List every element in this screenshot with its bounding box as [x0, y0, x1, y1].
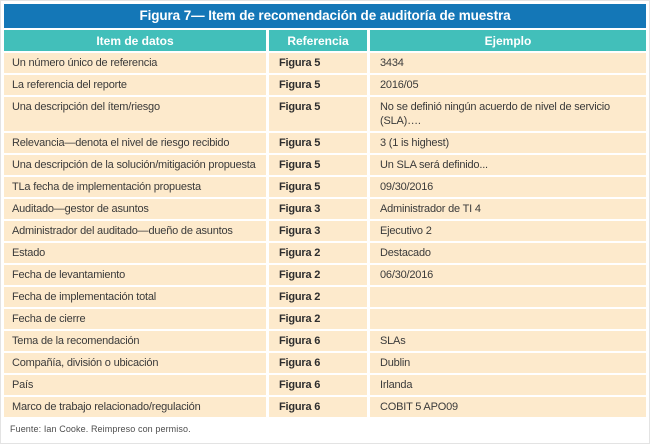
table-cell-example: [370, 309, 646, 329]
column-header-ejemplo: Ejemplo: [370, 30, 646, 51]
table-cell-ref: Figura 5: [269, 155, 367, 175]
table-cell-item: Una descripción del ítem/riesgo: [4, 97, 266, 131]
table-cell-item: Un número único de referencia: [4, 53, 266, 73]
table-cell-ref: Figura 5: [269, 133, 367, 153]
table-cell-item: Fecha de cierre: [4, 309, 266, 329]
table-cell-ref: Figura 6: [269, 397, 367, 417]
table-cell-example: 06/30/2016: [370, 265, 646, 285]
table-body: Un número único de referencia Figura 5 343…: [4, 53, 646, 417]
table-cell-example: 3434: [370, 53, 646, 73]
figure-title: Figura 7— Item de recomendación de audit…: [4, 4, 646, 28]
table-cell-ref: Figura 3: [269, 221, 367, 241]
table-cell-example: Dublin: [370, 353, 646, 373]
table-cell-example: 3 (1 is highest): [370, 133, 646, 153]
table-cell-ref: Figura 6: [269, 375, 367, 395]
table-cell-example: Un SLA será definido...: [370, 155, 646, 175]
table-cell-example: Ejecutivo 2: [370, 221, 646, 241]
table-cell-item: Fecha de levantamiento: [4, 265, 266, 285]
table-cell-example: Administrador de TI 4: [370, 199, 646, 219]
table-cell-item: Marco de trabajo relacionado/regulación: [4, 397, 266, 417]
table-cell-item: Fecha de implementación total: [4, 287, 266, 307]
table-cell-item: TLa fecha de implementación propuesta: [4, 177, 266, 197]
table-cell-item: Relevancia—denota el nivel de riesgo rec…: [4, 133, 266, 153]
table-cell-ref: Figura 2: [269, 287, 367, 307]
table-cell-ref: Figura 2: [269, 265, 367, 285]
table-cell-item: Tema de la recomendación: [4, 331, 266, 351]
table-cell-ref: Figura 6: [269, 353, 367, 373]
table-cell-item: Auditado—gestor de asuntos: [4, 199, 266, 219]
table-cell-item: Estado: [4, 243, 266, 263]
table-cell-example: COBIT 5 APO09: [370, 397, 646, 417]
table-cell-item: La referencia del reporte: [4, 75, 266, 95]
table-header-row: Item de datos Referencia Ejemplo: [4, 30, 646, 51]
table-cell-ref: Figura 5: [269, 53, 367, 73]
table-cell-example: Destacado: [370, 243, 646, 263]
table-cell-example: Irlanda: [370, 375, 646, 395]
table-cell-ref: Figura 5: [269, 75, 367, 95]
source-note: Fuente: Ian Cooke. Reimpreso con permiso…: [10, 424, 191, 434]
table-cell-ref: Figura 2: [269, 309, 367, 329]
table-cell-item: País: [4, 375, 266, 395]
column-header-item-de-datos: Item de datos: [4, 30, 266, 51]
table-cell-ref: Figura 5: [269, 97, 367, 131]
table-cell-example: 09/30/2016: [370, 177, 646, 197]
table-cell-example: No se definió ningún acuerdo de nivel de…: [370, 97, 646, 131]
table-cell-ref: Figura 6: [269, 331, 367, 351]
table-cell-example: [370, 287, 646, 307]
table-cell-example: 2016/05: [370, 75, 646, 95]
table-cell-ref: Figura 2: [269, 243, 367, 263]
table-cell-item: Una descripción de la solución/mitigació…: [4, 155, 266, 175]
column-header-referencia: Referencia: [269, 30, 367, 51]
table-cell-ref: Figura 3: [269, 199, 367, 219]
table-cell-ref: Figura 5: [269, 177, 367, 197]
table-cell-example: SLAs: [370, 331, 646, 351]
table-cell-item: Compañía, división o ubicación: [4, 353, 266, 373]
table-cell-item: Administrador del auditado—dueño de asun…: [4, 221, 266, 241]
